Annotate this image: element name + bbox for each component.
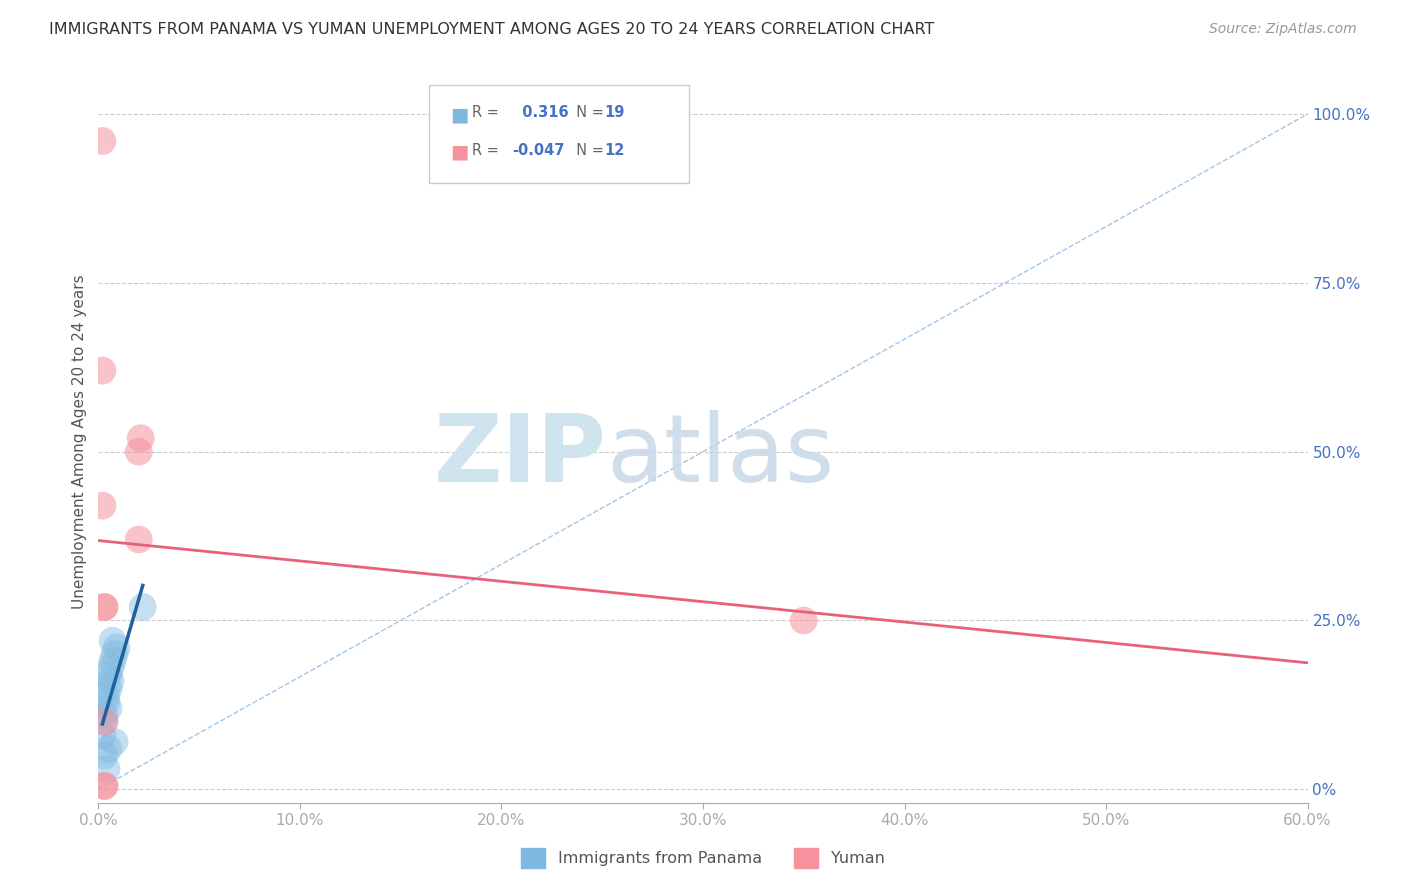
Point (105, 640, 128, 655)
Point (93, 779, 115, 793)
Point (91, 499, 114, 513)
Text: ZIP: ZIP (433, 410, 606, 502)
Text: 12: 12 (605, 143, 624, 158)
Point (93, 779, 115, 793)
Point (103, 647, 125, 661)
Text: R =: R = (472, 143, 503, 158)
Point (129, 431, 152, 445)
Point (132, 599, 155, 614)
Point (91, 134, 114, 148)
Point (101, 654, 124, 668)
Point (93, 708, 115, 723)
Point (93, 599, 115, 614)
Legend: Immigrants from Panama, Yuman: Immigrants from Panama, Yuman (515, 842, 891, 874)
Point (128, 444, 150, 458)
Point (97, 701, 120, 715)
Text: atlas: atlas (606, 410, 835, 502)
Point (97, 741, 120, 756)
Point (96, 688, 118, 702)
Text: R =: R = (472, 105, 503, 120)
Text: ■: ■ (450, 105, 468, 124)
Point (96, 762, 118, 776)
Point (93, 714, 115, 729)
Point (93, 599, 115, 614)
Point (100, 674, 122, 689)
Point (96, 694, 118, 708)
Point (103, 735, 125, 749)
Point (91, 728, 114, 742)
Text: ■: ■ (450, 143, 468, 161)
Point (97, 667, 120, 681)
Text: 0.316: 0.316 (512, 105, 568, 120)
Point (101, 633, 124, 648)
Point (793, 614, 815, 628)
Point (128, 533, 150, 547)
Text: IMMIGRANTS FROM PANAMA VS YUMAN UNEMPLOYMENT AMONG AGES 20 TO 24 YEARS CORRELATI: IMMIGRANTS FROM PANAMA VS YUMAN UNEMPLOY… (49, 22, 935, 37)
Text: -0.047: -0.047 (512, 143, 564, 158)
Point (97, 681, 120, 695)
Point (100, 661, 122, 675)
Text: N =: N = (567, 105, 609, 120)
Point (93, 714, 115, 729)
Text: Source: ZipAtlas.com: Source: ZipAtlas.com (1209, 22, 1357, 37)
Point (93, 748, 115, 763)
Text: 19: 19 (605, 105, 624, 120)
Y-axis label: Unemployment Among Ages 20 to 24 years: Unemployment Among Ages 20 to 24 years (72, 274, 87, 609)
Text: N =: N = (567, 143, 609, 158)
Point (91, 364, 114, 378)
